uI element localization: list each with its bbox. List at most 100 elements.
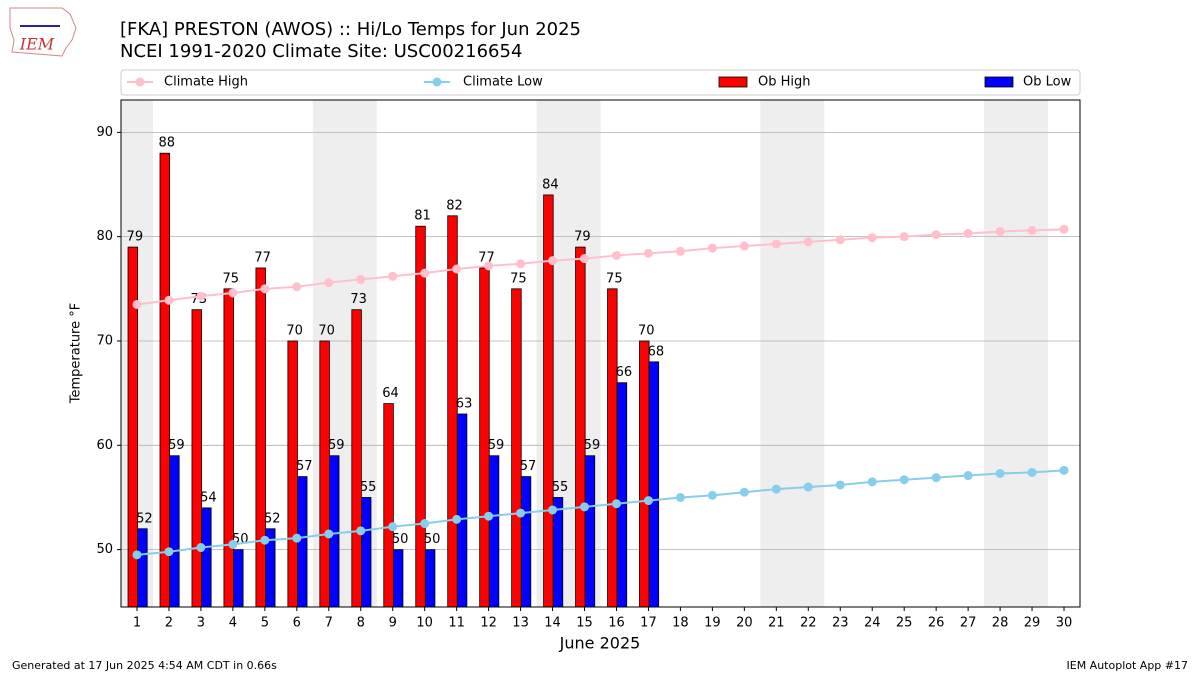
x-tick-label: 27 [960, 616, 977, 631]
shaded-band [984, 100, 1049, 607]
point [388, 271, 398, 281]
point [1059, 465, 1069, 475]
point [931, 473, 941, 483]
x-axis-label: June 2025 [559, 634, 641, 653]
data-label: 59 [488, 438, 505, 453]
point [931, 230, 941, 240]
data-label: 59 [168, 438, 185, 453]
point [899, 232, 909, 242]
data-label: 79 [574, 230, 591, 245]
point [963, 229, 973, 239]
bar [223, 288, 234, 608]
point [1027, 225, 1037, 235]
point [292, 282, 302, 292]
data-label: 75 [606, 271, 623, 286]
point [164, 547, 174, 557]
x-tick-label: 19 [704, 616, 721, 631]
data-label: 88 [159, 136, 176, 151]
bar [616, 382, 628, 608]
point [420, 268, 430, 278]
point [452, 264, 462, 274]
data-label: 63 [456, 397, 473, 412]
data-label: 84 [542, 177, 559, 192]
bar [415, 225, 426, 608]
chart-title: [FKA] PRESTON (AWOS) :: Hi/Lo Temps for … [120, 19, 581, 40]
bar [520, 476, 532, 608]
point [452, 514, 462, 524]
bar [648, 361, 660, 608]
data-label: 77 [478, 250, 495, 265]
bar [392, 549, 404, 608]
point [292, 533, 302, 543]
plot-frame [120, 99, 1081, 608]
data-label: 70 [638, 323, 655, 338]
data-label: 73 [350, 292, 367, 307]
point [867, 233, 877, 243]
point [707, 243, 717, 253]
bar [360, 497, 372, 608]
point [867, 477, 877, 487]
line [136, 228, 1065, 306]
y-tick-label: 70 [96, 333, 113, 348]
bar [456, 413, 468, 608]
point [484, 261, 494, 271]
point [516, 508, 526, 518]
data-label: 55 [360, 480, 377, 495]
point [228, 288, 238, 298]
x-tick-label: 11 [448, 616, 465, 631]
point [196, 291, 206, 301]
point [995, 468, 1005, 478]
data-label: 79 [127, 230, 144, 245]
bar [639, 340, 650, 608]
x-tick-label: 29 [1024, 616, 1041, 631]
point [548, 256, 558, 266]
bar [201, 507, 212, 608]
x-tick-label: 24 [864, 616, 881, 631]
footer-left: Generated at 17 Jun 2025 4:54 AM CDT in … [12, 659, 277, 672]
line [136, 469, 1065, 556]
point [356, 274, 366, 284]
point [516, 259, 526, 269]
x-tick-label: 2 [165, 616, 173, 631]
x-tick-label: 6 [293, 616, 301, 631]
point [771, 484, 781, 494]
chart-subtitle: NCEI 1991-2020 Climate Site: USC00216654 [120, 41, 522, 62]
x-tick-label: 8 [357, 616, 365, 631]
bar [159, 152, 170, 608]
data-label: 50 [424, 532, 441, 547]
point [260, 284, 270, 294]
point [643, 248, 653, 258]
data-label: 81 [414, 209, 431, 224]
legend-label: Ob High [758, 75, 811, 90]
y-tick-label: 50 [96, 542, 113, 557]
bar [191, 309, 202, 608]
point [803, 237, 813, 247]
x-tick-label: 9 [389, 616, 397, 631]
x-tick-label: 18 [672, 616, 689, 631]
point [771, 239, 781, 249]
point [1059, 224, 1069, 234]
bar [488, 455, 500, 608]
x-tick-label: 23 [832, 616, 849, 631]
point [132, 299, 142, 309]
bar [233, 549, 244, 608]
x-tick-label: 7 [325, 616, 333, 631]
x-tick-label: 13 [512, 616, 529, 631]
legend-marker [135, 77, 145, 87]
x-tick-label: 28 [992, 616, 1009, 631]
bar [584, 455, 596, 608]
logo-outline [9, 7, 77, 57]
data-label: 50 [392, 532, 409, 547]
point [739, 487, 749, 497]
data-label: 64 [382, 386, 399, 401]
point [324, 529, 334, 539]
legend-marker [432, 77, 442, 87]
x-tick-label: 22 [800, 616, 817, 631]
legend-swatch [984, 76, 1014, 88]
point [611, 499, 621, 509]
x-tick-label: 25 [896, 616, 913, 631]
bar [137, 528, 148, 608]
point [580, 502, 590, 512]
bar [351, 309, 362, 608]
